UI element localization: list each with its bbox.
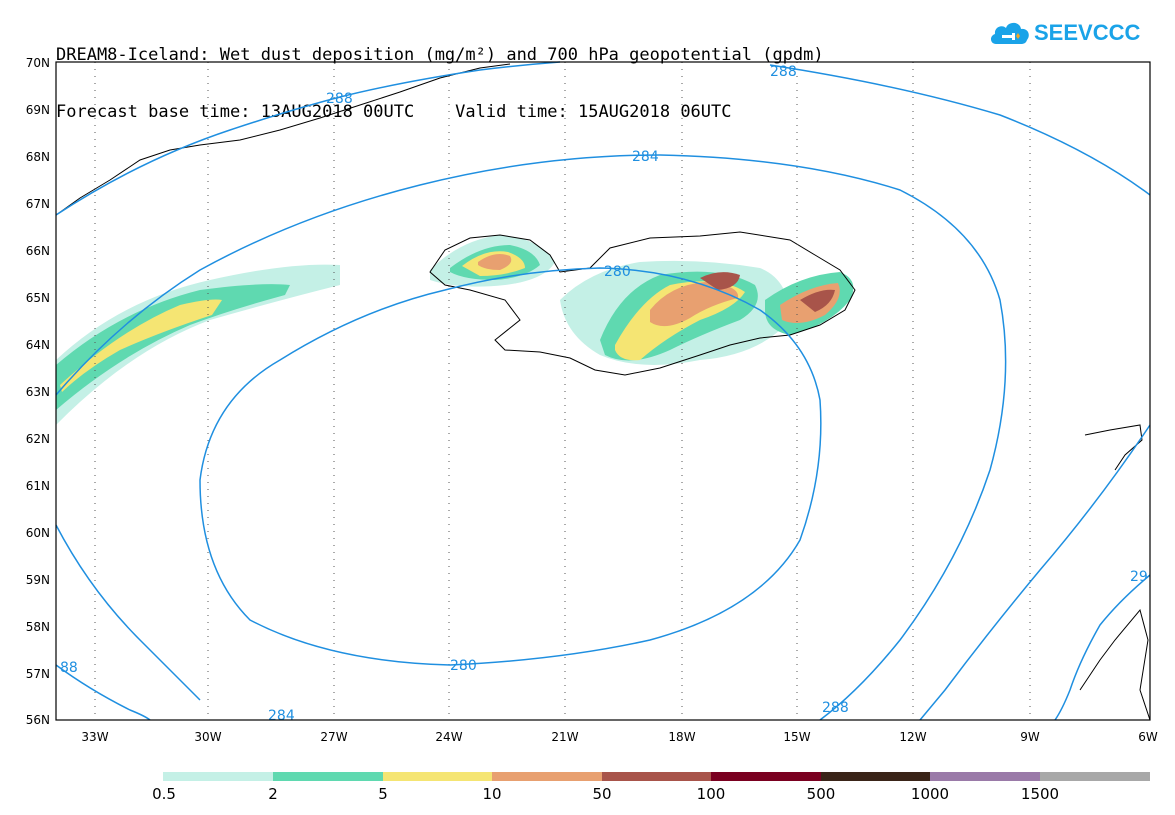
lon-tick-label: 21W [551,730,578,744]
legend-swatch [930,772,1040,781]
legend-label: 2 [268,785,278,803]
contour-288-east [919,424,1151,721]
lat-tick-label: 67N [26,197,50,211]
lon-tick-label: 30W [194,730,221,744]
lat-tick-label: 59N [26,573,50,587]
legend-swatch [163,772,273,781]
contour-labels: 288 284 280 280 284 288 288 88 29 [60,64,1148,724]
iceland-coastline [429,231,856,376]
legend-label: 0.5 [152,785,176,803]
cloud-logo-icon [990,22,1029,44]
scotland-coastline [1079,608,1151,721]
legend-label: 5 [378,785,388,803]
contour-288-ne [769,64,1151,196]
lat-tick-label: 62N [26,432,50,446]
lon-tick-label: 33W [81,730,108,744]
legend-label: 1000 [910,785,950,803]
lat-axis-labels: 70N 69N 68N 67N 66N 65N 64N 63N 62N 61N … [26,56,50,727]
lat-tick-label: 64N [26,338,50,352]
title-line-1: DREAM8-Iceland: Wet dust deposition (mg/… [56,45,824,65]
map-frame [55,61,1151,721]
lon-tick-label: 24W [435,730,462,744]
contour-label: 288 [770,64,797,80]
lat-tick-label: 68N [26,150,50,164]
faroe-coastline [1084,424,1143,471]
lon-tick-label: 18W [668,730,695,744]
contour-label: 280 [450,658,477,674]
lat-tick-label: 66N [26,244,50,258]
greenland-coastline [55,63,511,216]
contour-label: 288 [326,91,353,107]
legend-swatch [273,772,383,781]
contour-280 [199,267,822,666]
coastlines [55,63,1151,721]
legend-swatch [602,772,711,781]
lat-tick-label: 61N [26,479,50,493]
contour-292-east [1054,574,1151,721]
contour-label: 88 [60,660,78,676]
legend-swatch [821,772,930,781]
seevccc-logo: SEEVCCC [988,18,1140,48]
lat-tick-label: 65N [26,291,50,305]
title-line-2: Forecast base time: 13AUG2018 00UTC Vali… [56,102,732,122]
contour-284-north [55,154,1007,721]
legend-label: 50 [592,785,612,803]
lon-tick-label: 15W [783,730,810,744]
contour-288-southwest [55,524,201,701]
lon-tick-label: 27W [320,730,347,744]
lon-tick-label: 6W [1138,730,1158,744]
lat-tick-label: 58N [26,620,50,634]
contour-284-southwest [55,664,151,721]
lat-tick-label: 56N [26,713,50,727]
legend-label: 10 [482,785,502,803]
chart-title: DREAM8-Iceland: Wet dust deposition (mg/… [56,8,824,141]
legend-swatch [1040,772,1150,781]
graticule [94,62,1031,720]
lat-tick-label: 69N [26,103,50,117]
legend-swatch [711,772,821,781]
legend-swatch [492,772,602,781]
legend-label: 500 [806,785,836,803]
lat-tick-label: 57N [26,667,50,681]
contour-label: 284 [268,708,295,724]
contour-288-north [55,61,561,216]
logo-text: SEEVCCC [1034,20,1141,45]
contour-label: 284 [632,149,659,165]
contour-label: 280 [604,264,631,280]
legend-label: 1500 [1020,785,1060,803]
lon-tick-label: 9W [1020,730,1040,744]
lat-tick-label: 70N [26,56,50,70]
contour-label: 288 [822,700,849,716]
legend-swatch [383,772,492,781]
legend-label: 100 [696,785,726,803]
contour-label: 29 [1130,569,1148,585]
legend-colorbar [163,772,1150,781]
lat-tick-label: 60N [26,526,50,540]
dust-plume-southwest [56,264,340,425]
lon-axis-labels: 33W 30W 27W 24W 21W 18W 15W 12W 9W 6W [81,730,1157,744]
lon-tick-label: 12W [899,730,926,744]
lat-tick-label: 63N [26,385,50,399]
geopotential-contours [55,61,1151,721]
dust-iceland [430,235,854,365]
